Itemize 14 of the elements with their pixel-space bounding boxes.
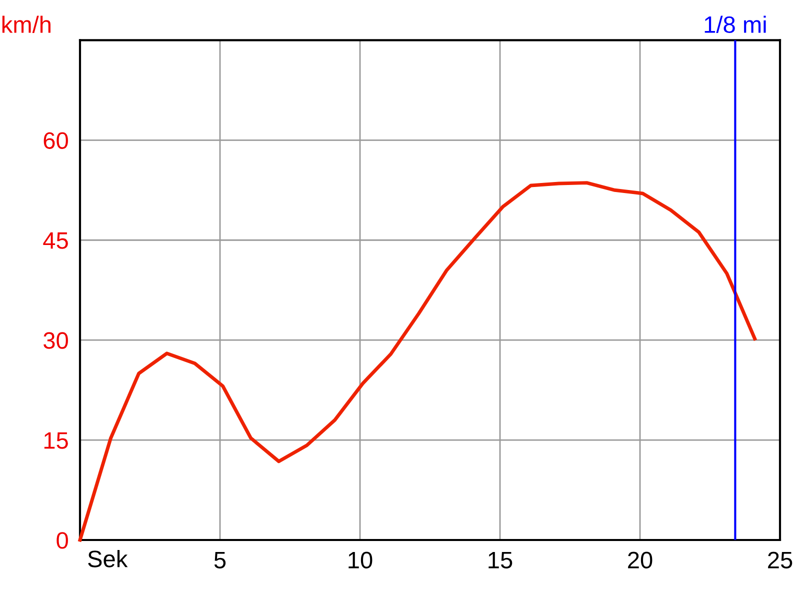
y-tick-label: 30 [44, 332, 68, 349]
x-tick-label: 20 [628, 552, 652, 568]
y-axis-title: km/h [2, 16, 50, 34]
x-tick-label: 5 [214, 552, 226, 568]
x-tick-label: 25 [768, 552, 792, 568]
y-tick-label: 45 [43, 232, 68, 249]
x-tick-label: 15 [488, 552, 512, 568]
line-series [78, 181, 757, 542]
y-tick-label: 60 [44, 132, 68, 149]
y-tick-label: 0 [56, 532, 68, 549]
ref-line-label: 1/8 mi [704, 16, 766, 34]
x-tick-label: 10 [348, 552, 372, 568]
y-tick-label: 15 [44, 432, 68, 449]
x-axis-title: Sek [88, 550, 128, 568]
